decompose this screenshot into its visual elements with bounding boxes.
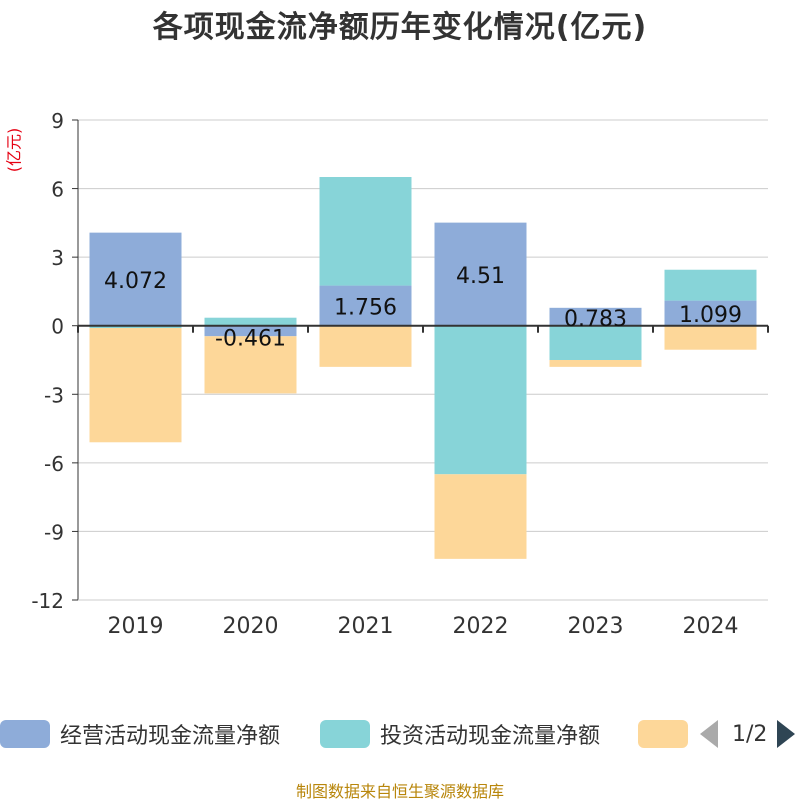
legend-item-investing[interactable]: 投资活动现金流量净额 — [320, 716, 600, 752]
bar-financing — [89, 328, 182, 443]
bar-value-label: 1.099 — [679, 303, 742, 328]
chart-legend: 经营活动现金流量净额 投资活动现金流量净额 — [0, 716, 800, 756]
bar-value-label: 0.783 — [564, 307, 627, 332]
bar-investing — [204, 317, 297, 326]
bar-financing — [434, 474, 527, 559]
legend-item-financing[interactable] — [638, 716, 688, 752]
legend-swatch-financing — [638, 720, 688, 748]
y-tick-label: -6 — [44, 452, 64, 476]
bar-investing — [319, 177, 412, 286]
legend-page-indicator: 1/2 — [732, 721, 768, 747]
y-tick-label: 0 — [51, 315, 64, 339]
bar-investing — [664, 269, 757, 301]
y-tick-label: -9 — [44, 520, 64, 544]
chart-title: 各项现金流净额历年变化情况(亿元) — [152, 10, 648, 45]
bar-investing — [434, 325, 527, 475]
y-tick-label: 9 — [51, 109, 64, 133]
legend-swatch-operating — [0, 720, 50, 748]
bar-value-label: 4.072 — [104, 269, 167, 294]
data-source-note: 制图数据来自恒生聚源数据库 — [295, 782, 504, 801]
x-category-label: 2022 — [453, 614, 509, 639]
y-tick-label: 6 — [51, 178, 64, 202]
y-tick-label: 3 — [51, 246, 64, 270]
bar-operating — [89, 232, 182, 326]
bar-investing — [89, 325, 182, 328]
bar-operating — [434, 222, 527, 326]
bar-value-label: 4.51 — [456, 264, 505, 289]
x-category-label: 2021 — [338, 614, 394, 639]
legend-item-operating[interactable]: 经营活动现金流量净额 — [0, 716, 280, 752]
bar-value-label: 1.756 — [334, 296, 397, 321]
x-category-label: 2019 — [108, 614, 164, 639]
x-category-label: 2024 — [683, 614, 739, 639]
triangle-left-icon[interactable] — [700, 720, 718, 748]
bar-operating — [549, 307, 642, 326]
bar-operating — [664, 300, 757, 326]
bar-financing — [664, 325, 757, 350]
x-category-label: 2023 — [568, 614, 624, 639]
x-category-label: 2020 — [223, 614, 279, 639]
bar-financing — [549, 360, 642, 367]
bar-financing — [319, 325, 412, 367]
bar-investing — [549, 325, 642, 360]
legend-label-investing: 投资活动现金流量净额 — [380, 724, 601, 749]
bar-operating — [319, 285, 412, 326]
triangle-right-icon[interactable] — [777, 720, 796, 748]
legend-swatch-investing — [320, 720, 370, 748]
bar-value-label: -0.461 — [215, 327, 286, 352]
y-tick-label: -3 — [44, 383, 64, 407]
y-tick-label: -12 — [31, 589, 64, 613]
legend-label-operating: 经营活动现金流量净额 — [60, 724, 281, 749]
bar-operating — [204, 325, 297, 337]
stacked-bar-chart: 9 6 3 0 -3 -6 -9 -12 4.072 2019 -0.461 2020 1.756 202… — [31, 109, 769, 639]
bar-financing — [204, 336, 297, 394]
legend-pager: 1/2 — [700, 716, 796, 752]
